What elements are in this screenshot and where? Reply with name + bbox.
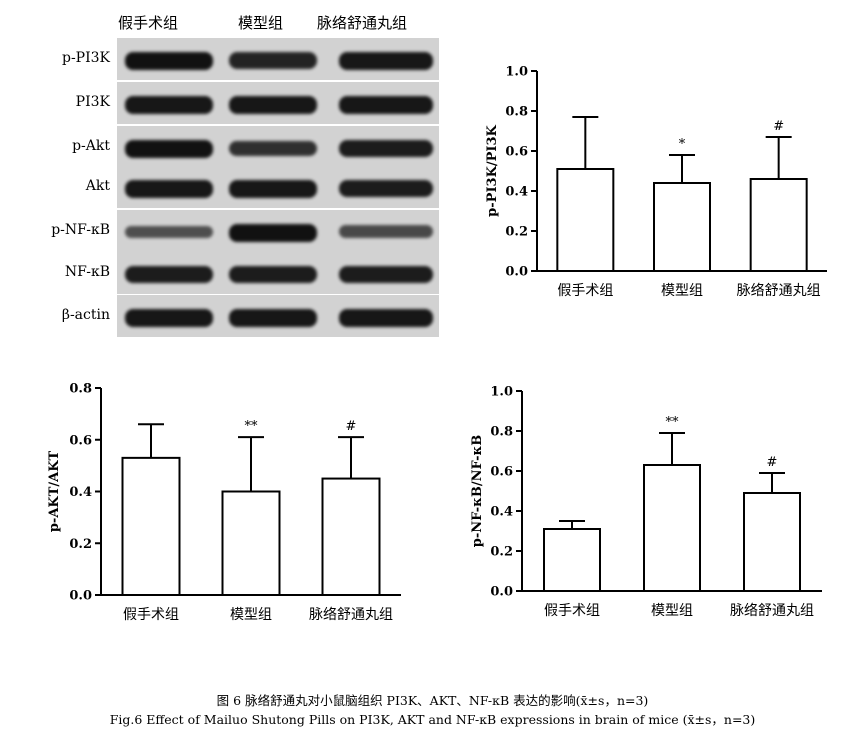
chart-p-nfkb: 0.0 0.2 0.4 0.6 0.8 1.0 p-NF-κB/NF-κB 假手术组 ** 模型组… xyxy=(470,385,822,619)
y-tick-label: 0.0 xyxy=(69,589,92,604)
blot-strip xyxy=(117,295,439,337)
blot-band xyxy=(229,140,317,156)
y-tick-label: 0.4 xyxy=(69,485,92,500)
blot-band xyxy=(339,140,433,158)
blot-band xyxy=(125,180,213,198)
bar xyxy=(221,490,281,596)
y-tick-label: 0.2 xyxy=(69,537,92,552)
blot-band xyxy=(229,52,317,69)
blot-label: NF-κB xyxy=(64,264,110,280)
blot-band xyxy=(125,266,213,284)
significance-mark: # xyxy=(346,419,357,434)
blot-band xyxy=(229,224,317,242)
x-tick-label: 假手术组 xyxy=(557,283,613,299)
blot-strip xyxy=(117,252,439,294)
x-tick-label: 模型组 xyxy=(230,607,272,623)
blot-strip xyxy=(117,210,439,252)
bar xyxy=(556,168,615,272)
y-tick-label: 0.2 xyxy=(490,545,513,560)
x-tick-label: 脉络舒通丸组 xyxy=(737,283,821,299)
blot-band xyxy=(339,96,433,114)
blot-band xyxy=(125,96,213,114)
chart-p-akt: 0.0 0.2 0.4 0.6 0.8 p-AKT/AKT 假手术组 ** 模型组 # 脉络舒通丸组 xyxy=(47,382,401,623)
chart-p-pi3k: 0.0 0.2 0.4 0.6 0.8 1.0 p-PI3K/PI3K 假手术组 * 模型组 # 脉络… xyxy=(485,65,827,299)
significance-mark: * xyxy=(679,137,686,152)
blot-band xyxy=(229,96,317,114)
y-axis-label: p-NF-κB/NF-κB xyxy=(470,435,485,548)
y-tick-label: 0.8 xyxy=(505,105,528,120)
blot-label: Akt xyxy=(85,178,110,194)
blot-label: p-Akt xyxy=(72,138,110,154)
bar xyxy=(653,182,711,272)
y-tick-label: 0.6 xyxy=(490,465,513,480)
x-tick-label: 假手术组 xyxy=(123,607,179,623)
y-tick-label: 1.0 xyxy=(505,65,528,80)
blot-band xyxy=(125,140,213,158)
y-tick-label: 1.0 xyxy=(490,385,513,400)
significance-mark: ** xyxy=(245,419,259,434)
y-tick-label: 0.2 xyxy=(505,225,528,240)
bar xyxy=(121,456,181,596)
bar xyxy=(321,477,381,596)
lane-header-treatment: 脉络舒通丸组 xyxy=(317,14,408,32)
bar xyxy=(749,178,808,272)
x-tick-label: 假手术组 xyxy=(544,603,600,619)
significance-mark: # xyxy=(773,119,784,134)
y-axis-label: p-AKT/AKT xyxy=(47,451,62,533)
x-tick-label: 脉络舒通丸组 xyxy=(730,603,814,619)
blot-label: p-NF-κB xyxy=(51,222,110,238)
western-blot-panel: 假手术组 模型组 脉络舒通丸组 p-PI3K PI3K p-Akt Akt p-NF-κ… xyxy=(10,0,440,345)
blot-strip xyxy=(117,82,439,124)
blot-band xyxy=(125,309,213,327)
blot-band xyxy=(339,52,433,70)
blot-band xyxy=(339,180,433,198)
y-tick-label: 0.8 xyxy=(69,382,92,397)
blot-band xyxy=(229,309,317,327)
blot-band xyxy=(229,180,317,198)
blot-band xyxy=(339,266,433,284)
blot-label: PI3K xyxy=(75,94,110,110)
lane-header-sham: 假手术组 xyxy=(118,14,179,32)
figure-caption: 图 6 脉络舒通丸对小鼠脑组织 PI3K、AKT、NF-κB 表达的影响(x̄±… xyxy=(0,691,865,729)
significance-mark: # xyxy=(767,455,778,470)
y-tick-label: 0.8 xyxy=(490,425,513,440)
blot-strip xyxy=(117,38,439,80)
bar xyxy=(643,464,701,592)
blot-band xyxy=(229,266,317,284)
caption-chinese: 图 6 脉络舒通丸对小鼠脑组织 PI3K、AKT、NF-κB 表达的影响(x̄±… xyxy=(216,693,649,708)
blot-strip xyxy=(117,166,439,208)
x-tick-label: 脉络舒通丸组 xyxy=(309,607,393,623)
x-tick-label: 模型组 xyxy=(651,603,693,619)
blot-strip xyxy=(117,126,439,168)
y-axis-label: p-PI3K/PI3K xyxy=(485,124,500,216)
blot-band xyxy=(125,52,213,70)
significance-mark: ** xyxy=(666,415,680,430)
blot-band xyxy=(339,225,433,238)
y-tick-label: 0.6 xyxy=(69,433,92,448)
y-tick-label: 0.0 xyxy=(490,585,513,600)
bar xyxy=(543,528,601,592)
y-tick-label: 0.6 xyxy=(505,145,528,160)
blot-label: p-PI3K xyxy=(61,50,110,66)
y-tick-label: 0.4 xyxy=(490,505,513,520)
blot-band xyxy=(125,225,213,238)
y-tick-label: 0.0 xyxy=(505,265,528,280)
x-tick-label: 模型组 xyxy=(661,283,703,299)
blot-band xyxy=(339,309,433,327)
caption-english: Fig.6 Effect of Mailuo Shutong Pills on … xyxy=(109,712,756,727)
bar xyxy=(743,492,801,592)
blot-label: β-actin xyxy=(61,307,110,323)
y-tick-label: 0.4 xyxy=(505,185,528,200)
lane-header-model: 模型组 xyxy=(238,14,284,32)
